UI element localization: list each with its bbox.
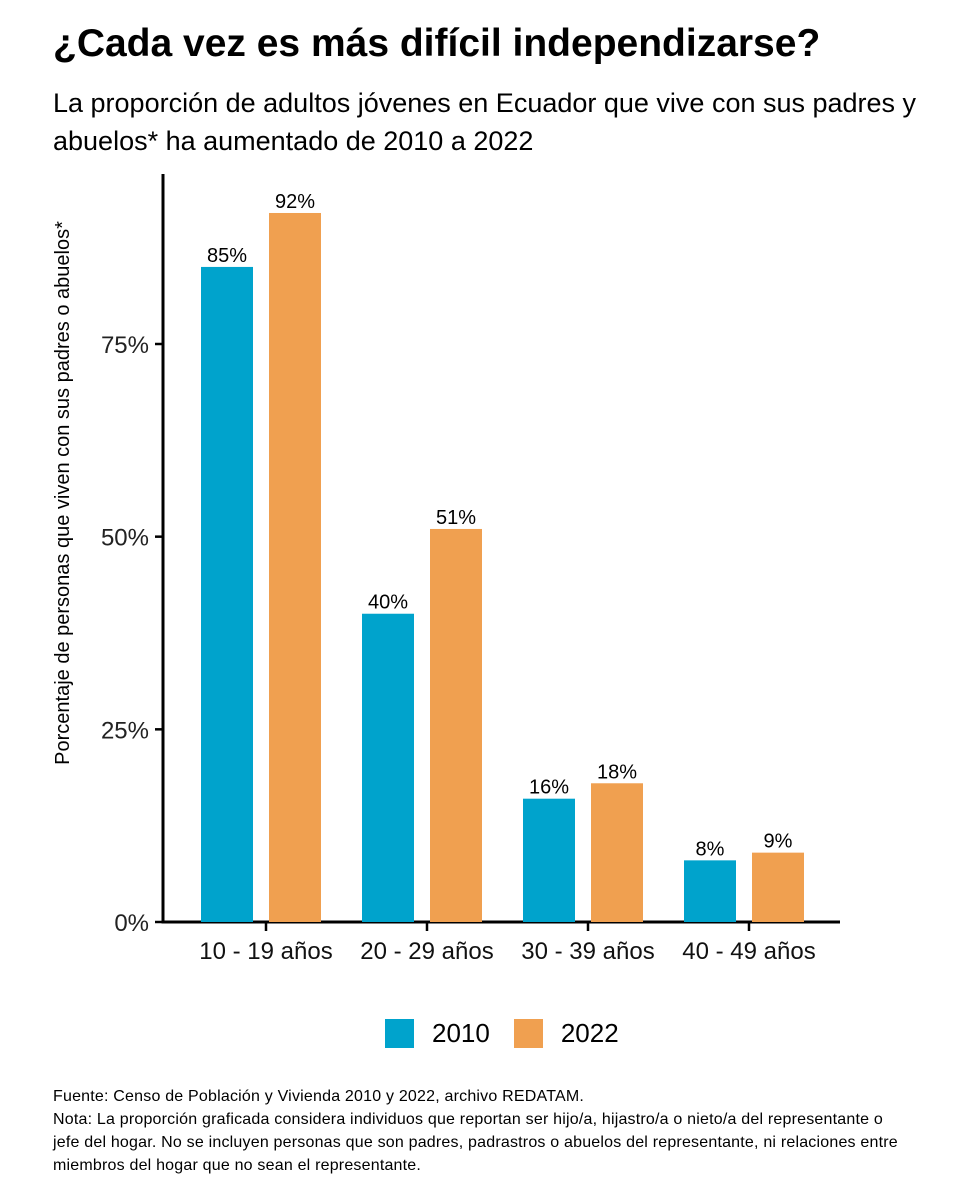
bar-2010-2: [362, 613, 414, 922]
bar-2010-4: [684, 860, 736, 922]
legend: 2010 2022: [385, 1018, 643, 1049]
legend-item-2022: 2022: [513, 1018, 619, 1049]
y-tick-label: 25%: [101, 717, 149, 744]
legend-swatch-2022: [513, 1019, 543, 1048]
legend-swatch-2010: [385, 1019, 414, 1048]
legend-label-2022: 2022: [560, 1018, 619, 1048]
y-tick-label: 75%: [101, 332, 149, 359]
legend-label-2010: 2010: [432, 1018, 490, 1048]
x-tick-label: 40 - 49 años: [682, 938, 815, 965]
bar-2010-1: [201, 266, 253, 922]
bar-value-label: 51%: [436, 507, 476, 529]
bar-labels: 85% 92% 40% 51% 16% 18% 8% 9%: [207, 191, 793, 860]
footer-source: Fuente: Censo de Población y Vivienda 20…: [53, 1088, 585, 1105]
x-tick-label: 20 - 29 años: [360, 938, 493, 965]
footer-note: Nota: La proporción graficada considera …: [53, 1111, 898, 1174]
bar-value-label: 92%: [275, 191, 315, 213]
legend-item-2010: 2010: [385, 1018, 490, 1049]
y-axis-title: Porcentaje de personas que viven con sus…: [52, 221, 74, 765]
bar-value-label: 85%: [207, 245, 247, 267]
bar-value-label: 8%: [696, 838, 725, 860]
footer: Fuente: Censo de Población y Vivienda 20…: [53, 1085, 913, 1177]
bar-2010-3: [523, 798, 575, 922]
chart-subtitle: La proporción de adultos jóvenes en Ecua…: [53, 88, 917, 156]
bar-2022-2: [430, 528, 482, 922]
y-tick-label: 50%: [101, 525, 149, 552]
bar-2022-1: [269, 212, 321, 922]
bars: [201, 212, 804, 922]
bar-2022-3: [591, 783, 643, 922]
y-tick-label: 0%: [114, 910, 149, 937]
x-tick-label: 30 - 39 años: [521, 938, 654, 965]
bar-2022-4: [752, 852, 804, 922]
bar-value-label: 9%: [764, 831, 793, 853]
bar-value-label: 18%: [597, 761, 637, 783]
bar-value-label: 40%: [368, 592, 408, 614]
x-tick-label: 10 - 19 años: [199, 938, 332, 965]
bar-value-label: 16%: [529, 777, 569, 799]
chart-title: ¿Cada vez es más difícil independizarse?: [53, 22, 821, 65]
